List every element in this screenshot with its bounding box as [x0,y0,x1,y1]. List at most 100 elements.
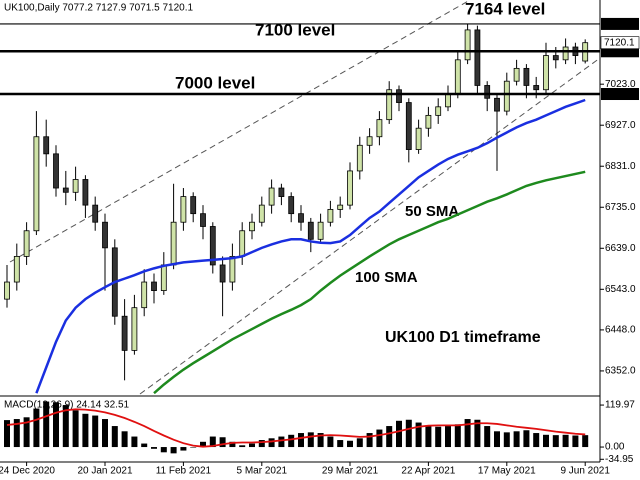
x-tick-label: 17 May 2021 [478,466,536,477]
candle-body [258,204,265,223]
candle-body [190,196,197,215]
candle-body [13,255,20,283]
macd-bar [317,433,324,448]
channel-lower [139,57,601,395]
candle-body [307,221,314,240]
macd-bar [356,438,363,448]
last-price-tag [600,36,640,49]
candle-body [327,208,334,223]
macd-bar [43,401,50,448]
macd-bar [464,419,471,448]
y-tick-label: 6639.0 [605,243,636,254]
macd-bar [249,443,255,448]
macd-bar [474,419,481,448]
candle-body [33,136,40,232]
macd-bar [435,426,442,448]
candle-body [288,196,295,215]
macd-bar [219,437,226,448]
candle-body [503,80,510,112]
price-tag-label: 7164.0 [604,19,635,30]
macd-bar [180,447,187,451]
macd-bar [552,435,559,448]
candle-body [170,221,177,266]
candle-body [151,281,157,291]
macd-bar [298,433,304,448]
candle-body [543,55,549,91]
macd-bar [386,426,393,448]
candle-body [43,136,50,155]
macd-bar [503,432,510,448]
candle-body [249,221,255,232]
y-tick-label: 6831.0 [605,161,636,172]
macd-bar [200,441,206,448]
candle-body [141,281,148,309]
candle-body [464,29,471,61]
macd-bar [4,420,10,448]
candle-body [180,196,187,223]
y-tick-label: 6927.0 [605,120,636,131]
macd-bar [494,431,500,448]
candle-body [562,46,569,61]
candle-body [494,97,500,112]
candle-body [131,307,138,351]
candle-body [92,204,99,223]
macd-bar [533,433,540,448]
price-tag-label: 7000.0 [604,89,635,100]
macd-bar [229,441,236,448]
candle-body [219,264,226,283]
sma-label: 50 SMA [405,203,459,220]
last-price-label: 7120.1 [604,37,635,48]
macd-bar [13,419,20,448]
candle-body [200,213,206,227]
candle-body [484,85,491,99]
macd-bar [415,422,422,448]
level-label: 7164 level [465,0,545,18]
macd-bar [445,426,451,448]
macd-bar [239,445,246,448]
x-tick-label: 22 Apr 2021 [401,466,455,477]
macd-bar [151,447,157,449]
price-tag [601,88,639,101]
chart-title: UK100,Daily 7077.2 7127.9 7071.5 7120.1 [4,3,193,14]
candle-body [533,85,540,91]
macd-tick-label: 119.97 [605,400,635,411]
macd-bar [23,417,30,448]
macd-bar [366,433,373,448]
macd-bar [258,440,265,448]
x-tick-label: 11 Feb 2021 [156,466,212,477]
macd-signal [6,408,586,448]
candle-body [366,136,373,146]
macd-bar [396,420,402,448]
candle-body [435,106,442,116]
macd-bar [543,434,549,448]
candle-body [298,213,304,223]
macd-bar [72,410,79,448]
macd-bar [347,440,353,448]
macd-bar [513,431,520,448]
macd-bar [454,424,461,448]
candle-body [62,187,69,193]
macd-bar [307,432,314,448]
candle-body [405,102,412,150]
annotation: UK100 D1 timeframe [385,329,541,346]
macd-tick-label: -34.95 [605,454,634,465]
macd-bar [278,436,285,448]
macd-bar [141,443,148,448]
price-tag [601,17,639,30]
macd-bar [190,447,197,448]
macd-bar [405,419,412,448]
candle-body [72,179,79,193]
candle-body [445,93,451,108]
candle-body [454,59,461,95]
sma-label: 100 SMA [355,269,418,286]
macd-bar [53,402,59,448]
macd-bar [170,447,177,454]
macd-bar [337,440,344,448]
macd-bar [327,436,334,448]
candle-body [386,89,393,121]
candle-body [229,255,236,283]
macd-bar [102,419,108,448]
candle-body [347,170,353,206]
